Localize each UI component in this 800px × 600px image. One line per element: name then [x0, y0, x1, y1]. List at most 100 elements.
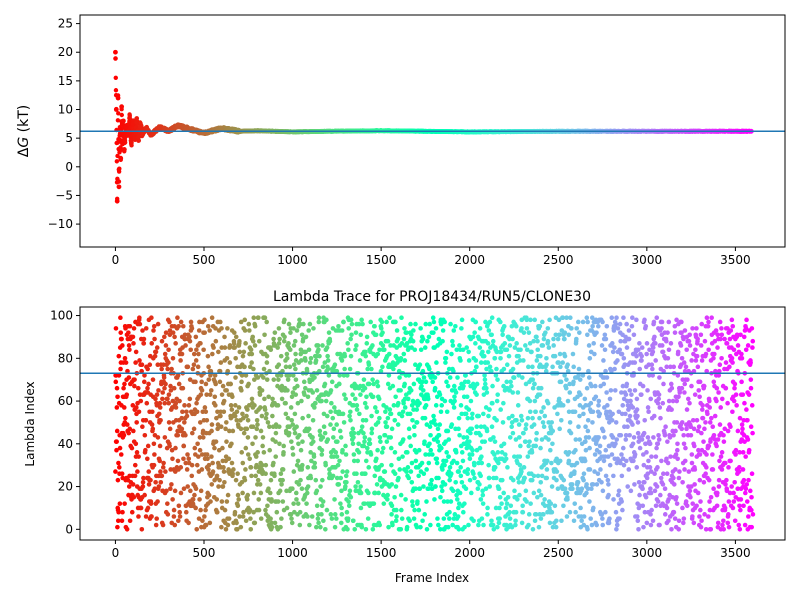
lambda-trace-point [326, 330, 332, 335]
lambda-trace-point [131, 428, 136, 434]
lambda-trace-point [139, 527, 145, 532]
delta-g-point [134, 119, 140, 125]
lambda-trace-point [191, 362, 197, 368]
lambda-trace-point [143, 447, 148, 453]
delta-g-point [121, 147, 127, 153]
lambda-trace-point [214, 497, 220, 502]
delta-g-point [113, 75, 118, 81]
lambda-trace-point [118, 452, 124, 457]
lambda-trace-point [156, 484, 162, 489]
lambda-trace-point [261, 450, 267, 455]
delta-g-y-tick-label: 5 [65, 131, 73, 145]
lambda-trace-point [262, 396, 267, 402]
lambda-trace-point [203, 409, 209, 415]
lambda-trace-point [204, 452, 210, 457]
lambda-trace-point [198, 507, 203, 513]
lambda-trace-point [162, 351, 168, 357]
lambda-trace-point [285, 377, 291, 382]
lambda-trace-point [114, 428, 120, 434]
lambda-trace-point [265, 420, 271, 425]
lambda-trace-point [311, 326, 316, 331]
lambda-trace-point [240, 411, 245, 417]
lambda-trace-point [126, 484, 132, 489]
lambda-trace-point [293, 490, 299, 496]
lambda-trace-point [291, 501, 296, 506]
lambda-trace-point [338, 475, 344, 481]
lambda-trace-point [289, 439, 294, 444]
lambda-trace-point [307, 522, 312, 528]
lambda-trace-point [114, 385, 120, 391]
lambda-trace-point [184, 467, 190, 472]
lambda-trace-point [267, 447, 273, 453]
lambda-trace-point [291, 362, 297, 368]
lambda-trace-point [317, 353, 322, 359]
lambda-trace-point [310, 435, 315, 440]
lambda-trace-point [170, 497, 175, 502]
lambda-trace-point [118, 366, 123, 372]
lambda-trace-point [303, 334, 309, 340]
delta-g-point [134, 116, 140, 121]
lambda-trace-point [221, 469, 227, 474]
lambda-trace-point [278, 524, 283, 530]
lambda-trace-point [270, 396, 275, 402]
lambda-trace-point [197, 447, 203, 453]
lambda-trace-point [209, 454, 214, 459]
lambda-trace-point [117, 501, 123, 506]
lambda-trace-point [281, 443, 287, 449]
lambda-trace-point [133, 360, 138, 365]
lambda-trace-point [148, 501, 154, 506]
delta-g-point [118, 155, 124, 161]
lambda-trace-point [142, 432, 148, 438]
lambda-trace-point [118, 330, 124, 335]
lambda-trace-point [299, 467, 305, 472]
lambda-trace-point [254, 426, 260, 432]
lambda-trace-point [176, 381, 182, 387]
lambda-trace-point [163, 469, 168, 474]
lambda-trace-point [205, 456, 210, 462]
lambda-trace-point [339, 358, 345, 363]
lambda-trace-point [164, 488, 169, 494]
lambda-trace-point [193, 486, 199, 492]
lambda-trace-point [265, 503, 270, 509]
lambda-trace-point [212, 445, 217, 451]
lambda-trace-point [191, 351, 197, 357]
lambda-trace-point [261, 375, 266, 380]
lambda-trace-point [346, 503, 352, 509]
lambda-trace-point [214, 509, 220, 515]
lambda-trace-point [189, 326, 195, 331]
lambda-trace-point [226, 456, 232, 462]
lambda-trace-point [115, 394, 120, 400]
delta-g-x-tick-label: 3000 [632, 253, 663, 267]
lambda-trace-point [258, 516, 264, 521]
lambda-trace-point [320, 435, 326, 440]
lambda-trace-point [271, 460, 276, 466]
lambda-trace-point [138, 398, 144, 404]
lambda-trace-point [221, 409, 227, 415]
lambda-trace-point [153, 349, 159, 355]
lambda-trace-point [225, 326, 230, 331]
lambda-trace-point [299, 486, 305, 492]
lambda-trace-point [269, 524, 275, 530]
lambda-trace-point [187, 334, 192, 340]
lambda-trace-point [290, 452, 296, 457]
lambda-trace-point [132, 383, 137, 389]
lambda-trace-point [140, 424, 145, 430]
delta-g-point [136, 138, 142, 143]
lambda-trace-point [282, 317, 287, 323]
lambda-trace-point [278, 353, 284, 359]
lambda-trace-point [202, 317, 207, 323]
delta-g-y-tick-label: −5 [55, 188, 73, 202]
lambda-trace-point [220, 484, 226, 489]
lambda-trace-point [243, 518, 249, 524]
lambda-trace-point [152, 336, 157, 342]
lambda-trace-point [151, 323, 157, 329]
lambda-trace-point [133, 349, 139, 355]
lambda-trace-point [123, 415, 128, 421]
lambda-trace-point [295, 383, 300, 389]
lambda-trace-point [155, 321, 161, 327]
lambda-trace-point [290, 486, 295, 492]
lambda-trace-point [315, 343, 321, 348]
lambda-trace-point [149, 409, 155, 415]
lambda-trace-point [290, 422, 296, 427]
delta-g-point [144, 125, 149, 131]
